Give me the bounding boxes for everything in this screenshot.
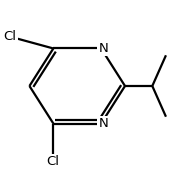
Text: Cl: Cl xyxy=(46,155,59,168)
Text: N: N xyxy=(99,42,108,55)
Text: N: N xyxy=(99,117,108,130)
Text: Cl: Cl xyxy=(3,30,16,43)
